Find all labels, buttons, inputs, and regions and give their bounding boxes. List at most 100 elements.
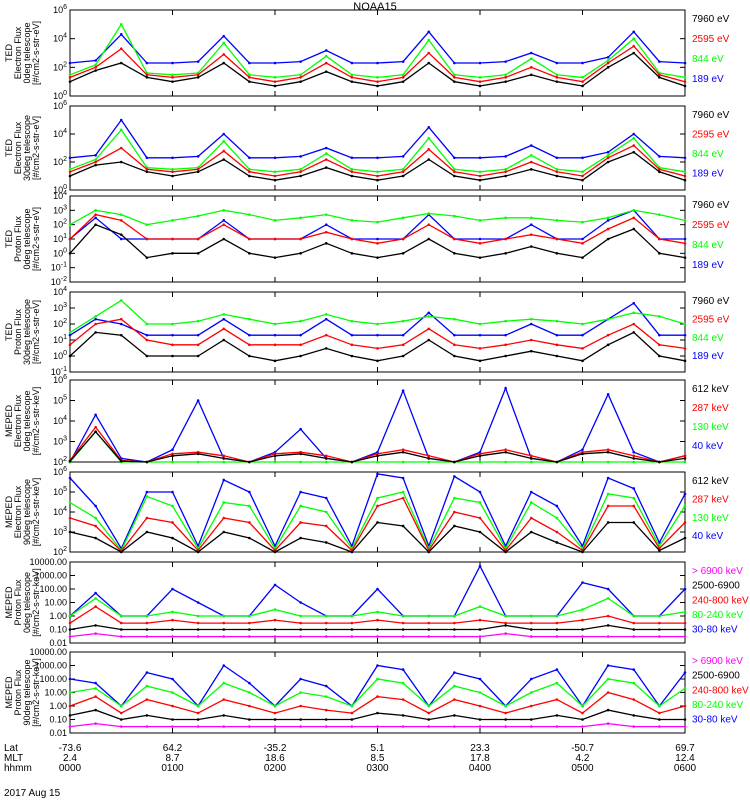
data-point [68, 76, 72, 79]
data-point [248, 252, 251, 255]
data-point [273, 550, 277, 554]
data-point [68, 237, 72, 241]
data-point [222, 621, 226, 625]
data-point [376, 156, 379, 160]
legend-entry: 189 eV [692, 351, 724, 362]
y-tick-label: 1.00 [49, 701, 67, 711]
y-tick-label: 102 [53, 456, 67, 467]
data-point [196, 621, 200, 625]
data-point [273, 170, 277, 174]
data-point [658, 549, 661, 552]
data-point [376, 61, 379, 65]
data-point [401, 681, 405, 685]
y-tick-label: 10-2 [51, 276, 67, 287]
data-point [68, 343, 72, 347]
panel-frame [69, 9, 686, 97]
data-point [222, 132, 226, 136]
data-point [632, 227, 636, 231]
data-point [632, 322, 636, 326]
panel-frame [69, 105, 686, 191]
y-tick-label: 104 [53, 33, 67, 44]
data-point [658, 60, 661, 63]
data-point [68, 80, 72, 83]
data-point [350, 621, 354, 625]
data-point [529, 628, 533, 631]
footer-value: 0200 [264, 763, 287, 774]
data-point [427, 704, 431, 708]
data-point [299, 216, 302, 220]
data-point [222, 219, 226, 222]
data-point [478, 725, 482, 728]
data-point [683, 170, 687, 174]
data-point [658, 541, 661, 544]
data-point [350, 460, 354, 464]
chart-panel: 10-1 100 101 102 103 104 TED Proton Flux 30deg t… [4, 286, 730, 377]
data-point [376, 333, 379, 337]
data-point [606, 624, 610, 627]
data-point [273, 608, 277, 611]
data-point [606, 476, 610, 480]
data-point [376, 454, 379, 458]
data-point [683, 587, 687, 591]
data-point [504, 711, 507, 715]
data-point [658, 333, 661, 337]
data-point [119, 614, 123, 618]
data-point [299, 504, 302, 508]
data-point [632, 37, 636, 40]
data-point [529, 460, 533, 464]
data-point [658, 73, 661, 77]
data-point [632, 136, 636, 140]
data-point [68, 691, 72, 694]
data-point [145, 76, 149, 79]
data-point [427, 457, 431, 460]
data-point [427, 338, 431, 342]
y-tick-label: 10000.00 [29, 647, 67, 657]
data-point [581, 256, 584, 259]
data-point [324, 49, 328, 52]
data-point [529, 691, 533, 694]
data-point [324, 61, 328, 65]
data-point [222, 664, 226, 667]
data-point [273, 174, 277, 178]
data-point [324, 496, 328, 500]
data-point [376, 635, 379, 638]
data-point [324, 457, 328, 460]
data-point [145, 714, 149, 717]
data-point [350, 711, 354, 715]
data-point [248, 317, 251, 321]
data-point [94, 413, 97, 417]
data-point [145, 460, 149, 464]
data-point [299, 354, 302, 358]
series-line [69, 302, 685, 336]
data-point [401, 252, 405, 255]
series-line [69, 30, 686, 64]
data-point [478, 452, 482, 456]
y-axis-label: MEPED [4, 405, 14, 438]
data-point [555, 714, 559, 717]
y-tick-label: 103 [53, 436, 67, 447]
data-point [171, 490, 174, 494]
data-point [683, 718, 687, 721]
data-point [581, 237, 584, 241]
data-point [94, 524, 97, 528]
data-point [427, 61, 431, 65]
series-line [69, 709, 685, 721]
data-point [427, 223, 431, 226]
data-point [606, 154, 610, 157]
data-point [401, 76, 405, 79]
y-axis-label: Electron Flux [13, 121, 23, 174]
data-point [376, 496, 379, 500]
data-point [683, 460, 687, 464]
data-point [324, 347, 328, 350]
data-point [94, 154, 97, 157]
data-point [478, 635, 482, 638]
y-axis-label: TED [4, 43, 14, 62]
series-line [69, 223, 686, 259]
data-point [350, 628, 354, 631]
data-point [248, 536, 251, 540]
data-point [171, 174, 174, 178]
y-axis-label: Electron Flux [13, 26, 23, 79]
data-point [68, 677, 72, 681]
data-point [427, 136, 431, 140]
data-point [529, 73, 533, 77]
